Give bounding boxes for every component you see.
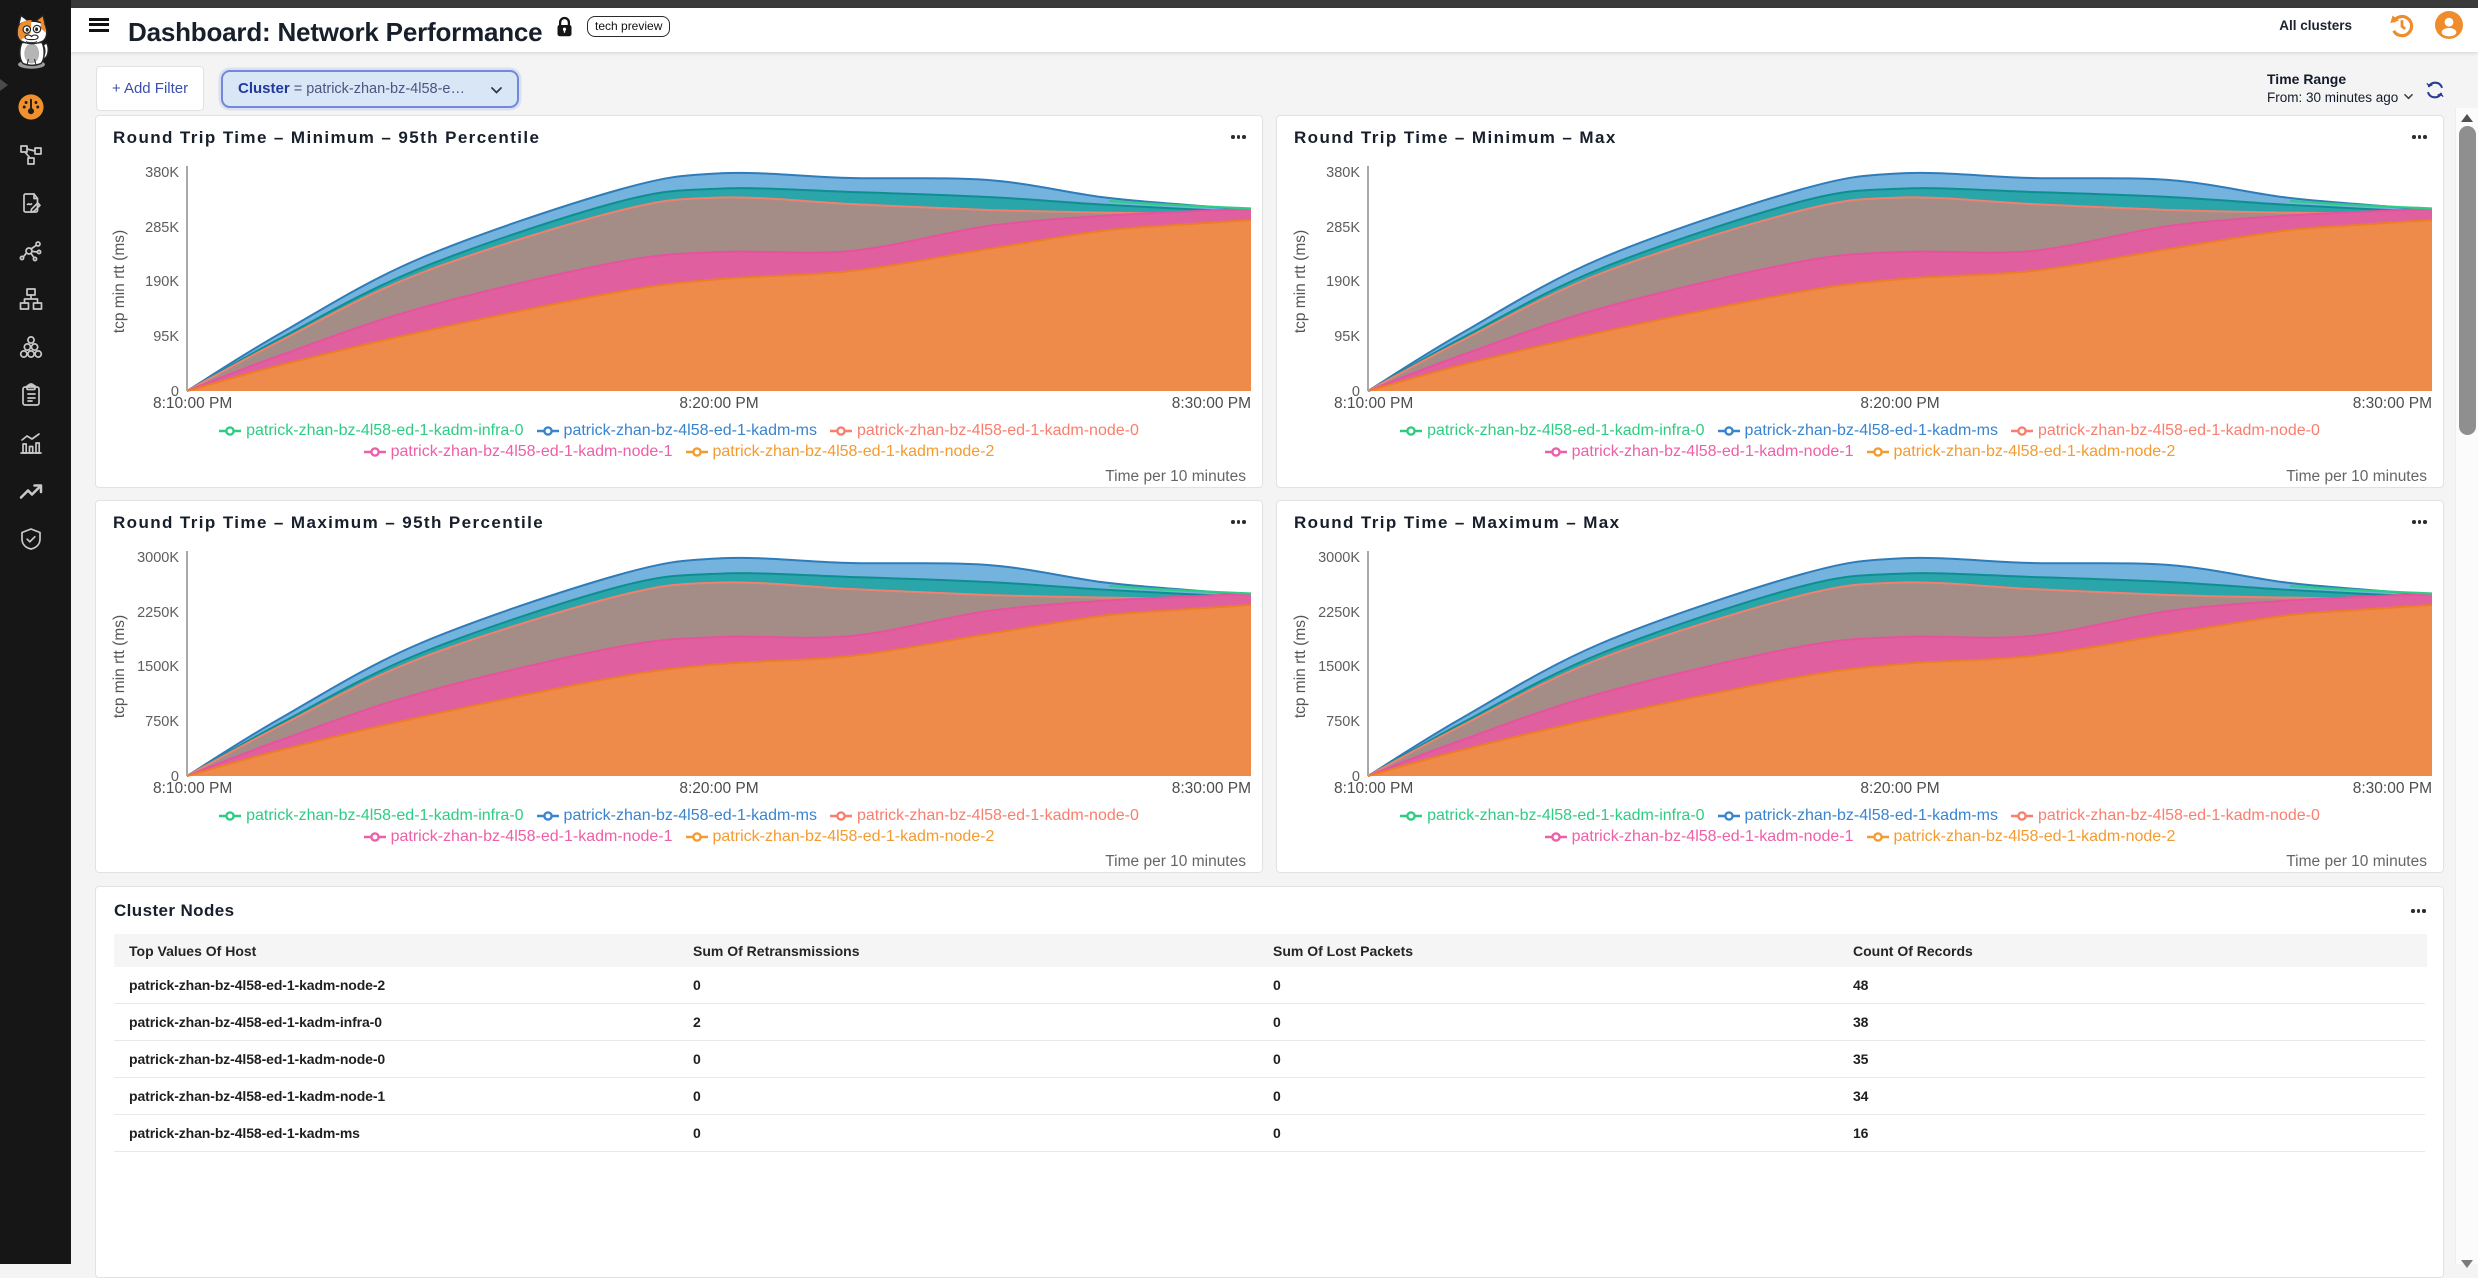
svg-text:95K: 95K <box>153 329 179 345</box>
svg-text:1500K: 1500K <box>137 659 179 675</box>
svg-text:0: 0 <box>171 384 179 400</box>
svg-text:380K: 380K <box>145 165 179 181</box>
svg-text:750K: 750K <box>1326 714 1360 730</box>
svg-text:8:20:00 PM: 8:20:00 PM <box>1860 395 1939 412</box>
svg-text:380K: 380K <box>1326 165 1360 181</box>
svg-text:8:10:00 PM: 8:10:00 PM <box>1334 395 1413 412</box>
svg-text:8:20:00 PM: 8:20:00 PM <box>679 395 758 412</box>
svg-text:8:10:00 PM: 8:10:00 PM <box>153 780 232 797</box>
svg-text:tcp min rtt (ms): tcp min rtt (ms) <box>1292 615 1309 718</box>
svg-text:285K: 285K <box>1326 220 1360 236</box>
svg-text:0: 0 <box>171 769 179 785</box>
svg-text:0: 0 <box>1352 384 1360 400</box>
svg-text:tcp min rtt (ms): tcp min rtt (ms) <box>1292 230 1309 333</box>
svg-text:8:20:00 PM: 8:20:00 PM <box>1860 780 1939 797</box>
svg-text:8:10:00 PM: 8:10:00 PM <box>153 395 232 412</box>
svg-text:8:30:00 PM: 8:30:00 PM <box>1172 395 1251 412</box>
svg-text:tcp min rtt (ms): tcp min rtt (ms) <box>111 615 128 718</box>
svg-text:0: 0 <box>1352 769 1360 785</box>
svg-text:285K: 285K <box>145 220 179 236</box>
svg-text:8:20:00 PM: 8:20:00 PM <box>679 780 758 797</box>
svg-text:190K: 190K <box>1326 274 1360 290</box>
svg-text:2250K: 2250K <box>1318 605 1360 621</box>
svg-text:95K: 95K <box>1334 329 1360 345</box>
svg-text:750K: 750K <box>145 714 179 730</box>
svg-text:tcp min rtt (ms): tcp min rtt (ms) <box>111 230 128 333</box>
svg-text:2250K: 2250K <box>137 605 179 621</box>
svg-text:1500K: 1500K <box>1318 659 1360 675</box>
svg-text:8:30:00 PM: 8:30:00 PM <box>2353 780 2432 797</box>
svg-text:8:30:00 PM: 8:30:00 PM <box>2353 395 2432 412</box>
svg-text:8:10:00 PM: 8:10:00 PM <box>1334 780 1413 797</box>
svg-text:8:30:00 PM: 8:30:00 PM <box>1172 780 1251 797</box>
svg-text:190K: 190K <box>145 274 179 290</box>
svg-text:3000K: 3000K <box>137 550 179 566</box>
svg-text:3000K: 3000K <box>1318 550 1360 566</box>
